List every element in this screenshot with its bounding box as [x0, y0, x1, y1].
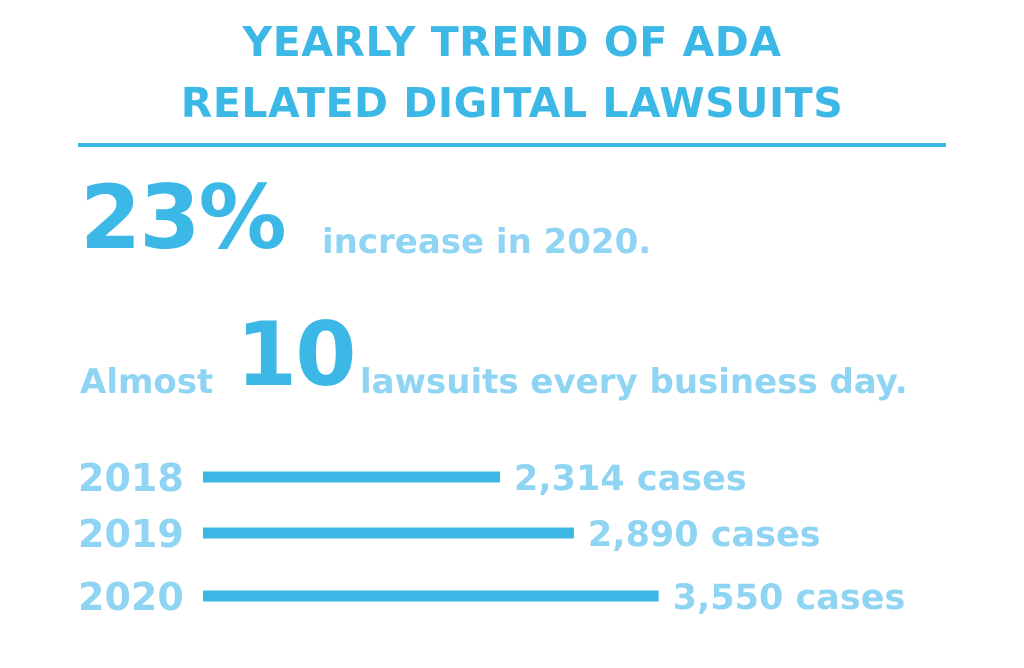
value-label-2020: 3,550 cases: [673, 578, 906, 618]
title-line-1: YEARLY TREND OF ADA: [242, 18, 782, 66]
category-label-2019: 2019: [78, 512, 184, 556]
category-label-2020: 2020: [78, 575, 184, 619]
bar-2018: [203, 471, 500, 483]
bar-2019: [203, 527, 574, 539]
bar-2020: [203, 590, 659, 602]
title-line-2: RELATED DIGITAL LAWSUITS: [180, 79, 844, 127]
daily-lawsuits-value: 10: [236, 303, 356, 406]
category-label-2018: 2018: [78, 456, 184, 500]
increase-percent-value: 23%: [80, 166, 287, 269]
almost-prefix-text: Almost: [80, 362, 214, 402]
title-divider: [78, 143, 946, 147]
value-label-2018: 2,314 cases: [514, 459, 747, 499]
increase-percent-text: increase in 2020.: [322, 222, 652, 262]
value-label-2019: 2,890 cases: [588, 515, 821, 555]
daily-lawsuits-text: lawsuits every business day.: [360, 362, 908, 402]
